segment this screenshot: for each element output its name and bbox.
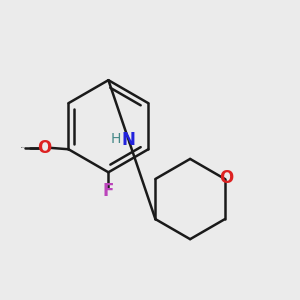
Text: N: N [121, 131, 135, 149]
Text: methoxy: methoxy [21, 147, 27, 148]
Text: O: O [37, 139, 51, 157]
Text: O: O [219, 169, 233, 188]
Text: F: F [103, 182, 114, 200]
Text: H: H [111, 131, 121, 146]
